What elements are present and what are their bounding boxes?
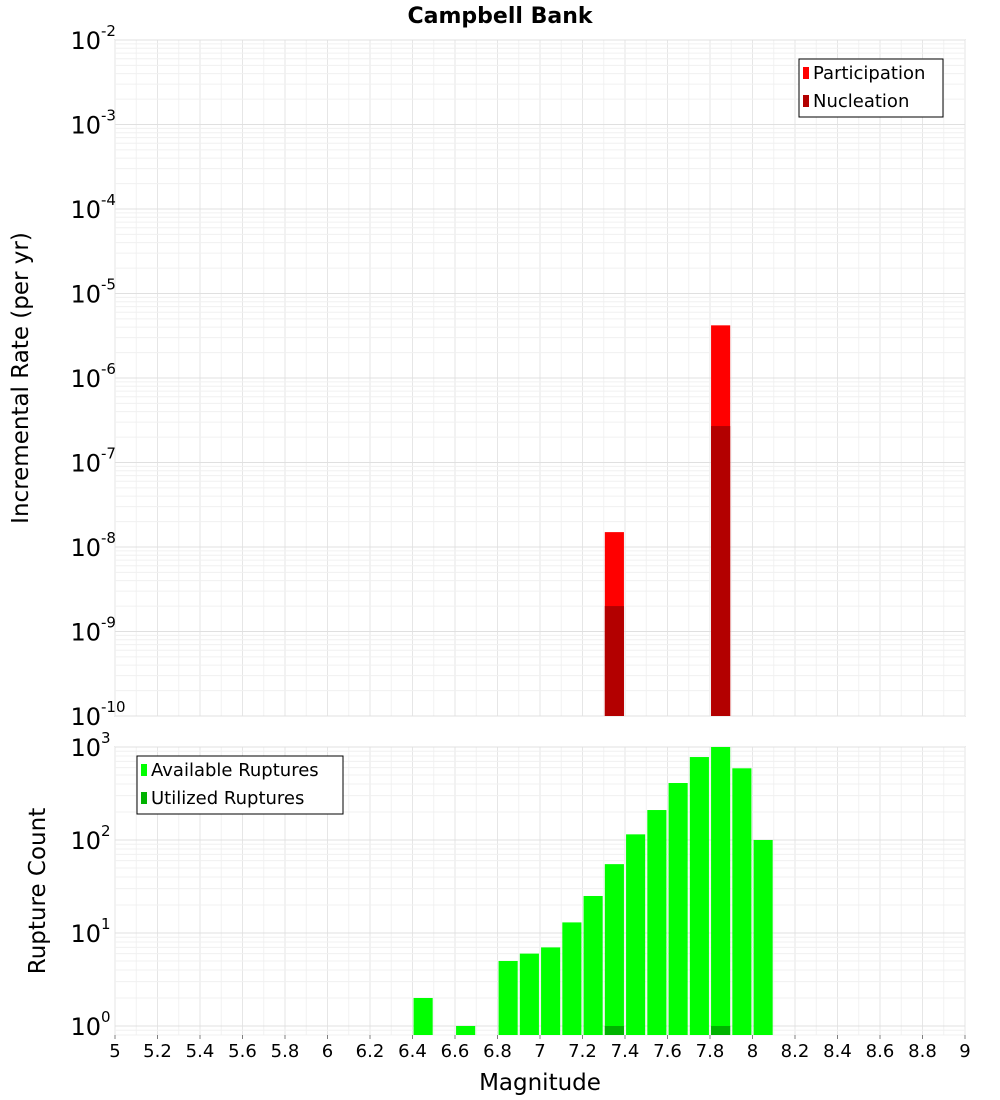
top-y-axis-label: Incremental Rate (per yr) <box>8 232 34 524</box>
y-tick-label: 10 <box>70 112 101 140</box>
x-tick-label: 8.2 <box>781 1041 810 1062</box>
y-tick-exponent: -10 <box>101 698 126 716</box>
x-tick-label: 5 <box>109 1041 120 1062</box>
bottom-y-axis-label: Rupture Count <box>25 808 51 974</box>
y-tick-label: 10 <box>70 281 101 309</box>
bar-available-ruptures <box>647 810 667 1035</box>
bar-utilized-ruptures <box>604 1025 624 1035</box>
bar-available-ruptures <box>604 864 624 1035</box>
y-tick-label: 10 <box>70 365 101 393</box>
y-tick-label: 10 <box>70 534 101 562</box>
bar-nucleation <box>711 426 731 716</box>
x-tick-label: 6.2 <box>356 1041 385 1062</box>
chart-title: Campbell Bank <box>408 4 594 29</box>
legend-label-utilized-ruptures: Utilized Ruptures <box>151 788 304 809</box>
bar-available-ruptures <box>562 922 582 1035</box>
y-tick-exponent: -8 <box>101 529 116 547</box>
x-tick-label: 5.6 <box>228 1041 257 1062</box>
bar-available-ruptures <box>732 768 752 1035</box>
top-bars <box>604 325 731 716</box>
top-gridlines <box>114 39 966 717</box>
y-tick-label: 10 <box>70 27 101 55</box>
y-tick-exponent: -4 <box>101 191 116 209</box>
x-tick-label: 7.6 <box>653 1041 682 1062</box>
y-tick-exponent: -6 <box>101 360 116 378</box>
bar-utilized-ruptures <box>711 1025 731 1035</box>
legend-swatch-participation <box>803 67 809 79</box>
x-tick-label: 5.2 <box>143 1041 172 1062</box>
y-tick-label: 10 <box>70 450 101 478</box>
bar-available-ruptures <box>583 895 603 1035</box>
y-tick-exponent: -2 <box>101 22 116 40</box>
bar-available-ruptures <box>753 839 773 1035</box>
x-tick-label: 5.8 <box>271 1041 300 1062</box>
y-tick-exponent: -9 <box>101 614 116 632</box>
bottom-legend: Available Ruptures Utilized Ruptures <box>136 755 344 815</box>
x-tick-label: 6.6 <box>441 1041 470 1062</box>
bottom-bars <box>413 747 773 1035</box>
x-tick-label: 6 <box>322 1041 333 1062</box>
bar-available-ruptures <box>456 1025 476 1035</box>
x-tick-label: 8.8 <box>908 1041 937 1062</box>
bar-available-ruptures <box>498 960 518 1035</box>
x-tick-label: 5.4 <box>186 1041 215 1062</box>
y-tick-label: 10 <box>70 703 101 731</box>
y-tick-exponent: -3 <box>101 107 116 125</box>
legend-swatch-utilized-ruptures <box>141 792 147 804</box>
y-tick-label: 10 <box>70 619 101 647</box>
y-tick-exponent: 2 <box>101 822 111 840</box>
y-tick-exponent: -7 <box>101 445 116 463</box>
y-tick-label: 10 <box>70 920 101 948</box>
bar-available-ruptures <box>711 747 731 1035</box>
x-tick-label: 7.8 <box>696 1041 725 1062</box>
bar-available-ruptures <box>413 997 433 1035</box>
top-legend-box <box>798 58 944 118</box>
x-tick-label: 8.4 <box>823 1041 852 1062</box>
legend-swatch-available-ruptures <box>141 764 147 776</box>
x-tick-label: 6.4 <box>398 1041 427 1062</box>
x-tick-label: 7 <box>534 1041 545 1062</box>
x-tick-label: 9 <box>959 1041 970 1062</box>
y-tick-label: 10 <box>70 1013 101 1041</box>
x-tick-label: 7.2 <box>568 1041 597 1062</box>
y-tick-exponent: -5 <box>101 276 116 294</box>
x-axis-label: Magnitude <box>479 1070 601 1096</box>
y-tick-label: 10 <box>70 734 101 762</box>
top-legend: Participation Nucleation <box>798 58 944 118</box>
x-tick-label: 8.6 <box>866 1041 895 1062</box>
y-tick-label: 10 <box>70 827 101 855</box>
legend-swatch-nucleation <box>803 95 809 107</box>
bar-nucleation <box>604 606 624 716</box>
bar-available-ruptures <box>519 953 539 1035</box>
y-tick-exponent: 3 <box>101 729 111 747</box>
bar-available-ruptures <box>689 757 709 1035</box>
x-tick-label: 8 <box>747 1041 758 1062</box>
legend-label-nucleation: Nucleation <box>813 91 909 112</box>
bar-available-ruptures <box>541 947 561 1035</box>
x-tick-labels: 5 5.2 5.4 5.6 5.8 6 6.2 6.4 6.6 6.8 7 7.2 7.4 7.6 7.8 8… <box>109 1035 971 1062</box>
x-tick-label: 6.8 <box>483 1041 512 1062</box>
y-tick-exponent: 1 <box>101 915 111 933</box>
bar-available-ruptures <box>668 783 688 1035</box>
y-tick-exponent: 0 <box>101 1008 111 1026</box>
x-tick-label: 7.4 <box>611 1041 640 1062</box>
y-tick-label: 10 <box>70 196 101 224</box>
bottom-legend-box <box>136 755 344 815</box>
bar-available-ruptures <box>626 834 646 1035</box>
legend-label-participation: Participation <box>813 63 925 84</box>
legend-label-available-ruptures: Available Ruptures <box>151 760 319 781</box>
